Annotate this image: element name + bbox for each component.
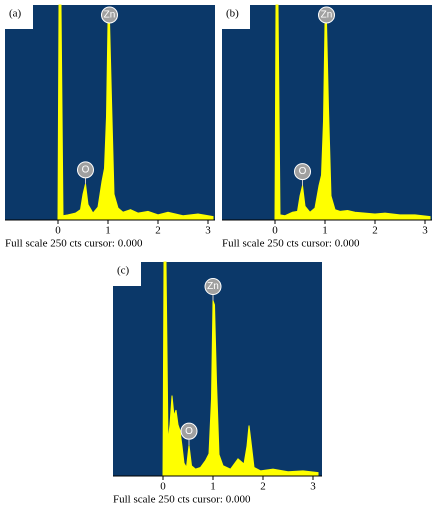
annotation-badge xyxy=(180,422,198,440)
footer: Full scale 250 cts cursor: 0.000 xyxy=(222,238,360,250)
annotation: O xyxy=(185,426,193,437)
annotation-badge xyxy=(294,163,311,181)
x-tick-label: 2 xyxy=(260,481,266,493)
panel-label-box xyxy=(5,5,33,29)
panel-label: (b) xyxy=(226,8,239,20)
annotation: O xyxy=(82,165,90,176)
spectrum xyxy=(162,261,319,477)
x-tick-label: 1 xyxy=(105,225,111,237)
panel-label-box xyxy=(113,262,141,286)
x-tick-label: 2 xyxy=(372,225,378,237)
panel-label: (a) xyxy=(9,8,22,20)
x-tick-label: 2 xyxy=(155,225,161,237)
x-tick-label: 0 xyxy=(55,225,61,237)
annotation-badge xyxy=(77,161,94,179)
spectrum xyxy=(274,4,431,221)
annotation: O xyxy=(299,166,307,177)
annotation-badge xyxy=(101,6,118,24)
x-tick-label: 3 xyxy=(310,481,316,493)
x-tick-label: 3 xyxy=(422,225,428,237)
annotation-badge xyxy=(204,278,222,296)
x-tick-label: 0 xyxy=(272,225,278,237)
x-tick-label: 0 xyxy=(160,481,166,493)
footer: Full scale 250 cts cursor: 0.000 xyxy=(113,494,251,506)
x-tick-label: 3 xyxy=(205,225,211,237)
annotation: Zn xyxy=(321,10,333,21)
footer: Full scale 250 cts cursor: 0.000 xyxy=(5,238,143,250)
annotation: Zn xyxy=(207,281,219,292)
annotation: Zn xyxy=(104,10,116,21)
x-tick-label: 1 xyxy=(322,225,328,237)
x-tick-label: 1 xyxy=(210,481,216,493)
panel-label: (c) xyxy=(117,265,130,277)
annotation-badge xyxy=(318,6,335,24)
panel-label-box xyxy=(222,5,250,29)
